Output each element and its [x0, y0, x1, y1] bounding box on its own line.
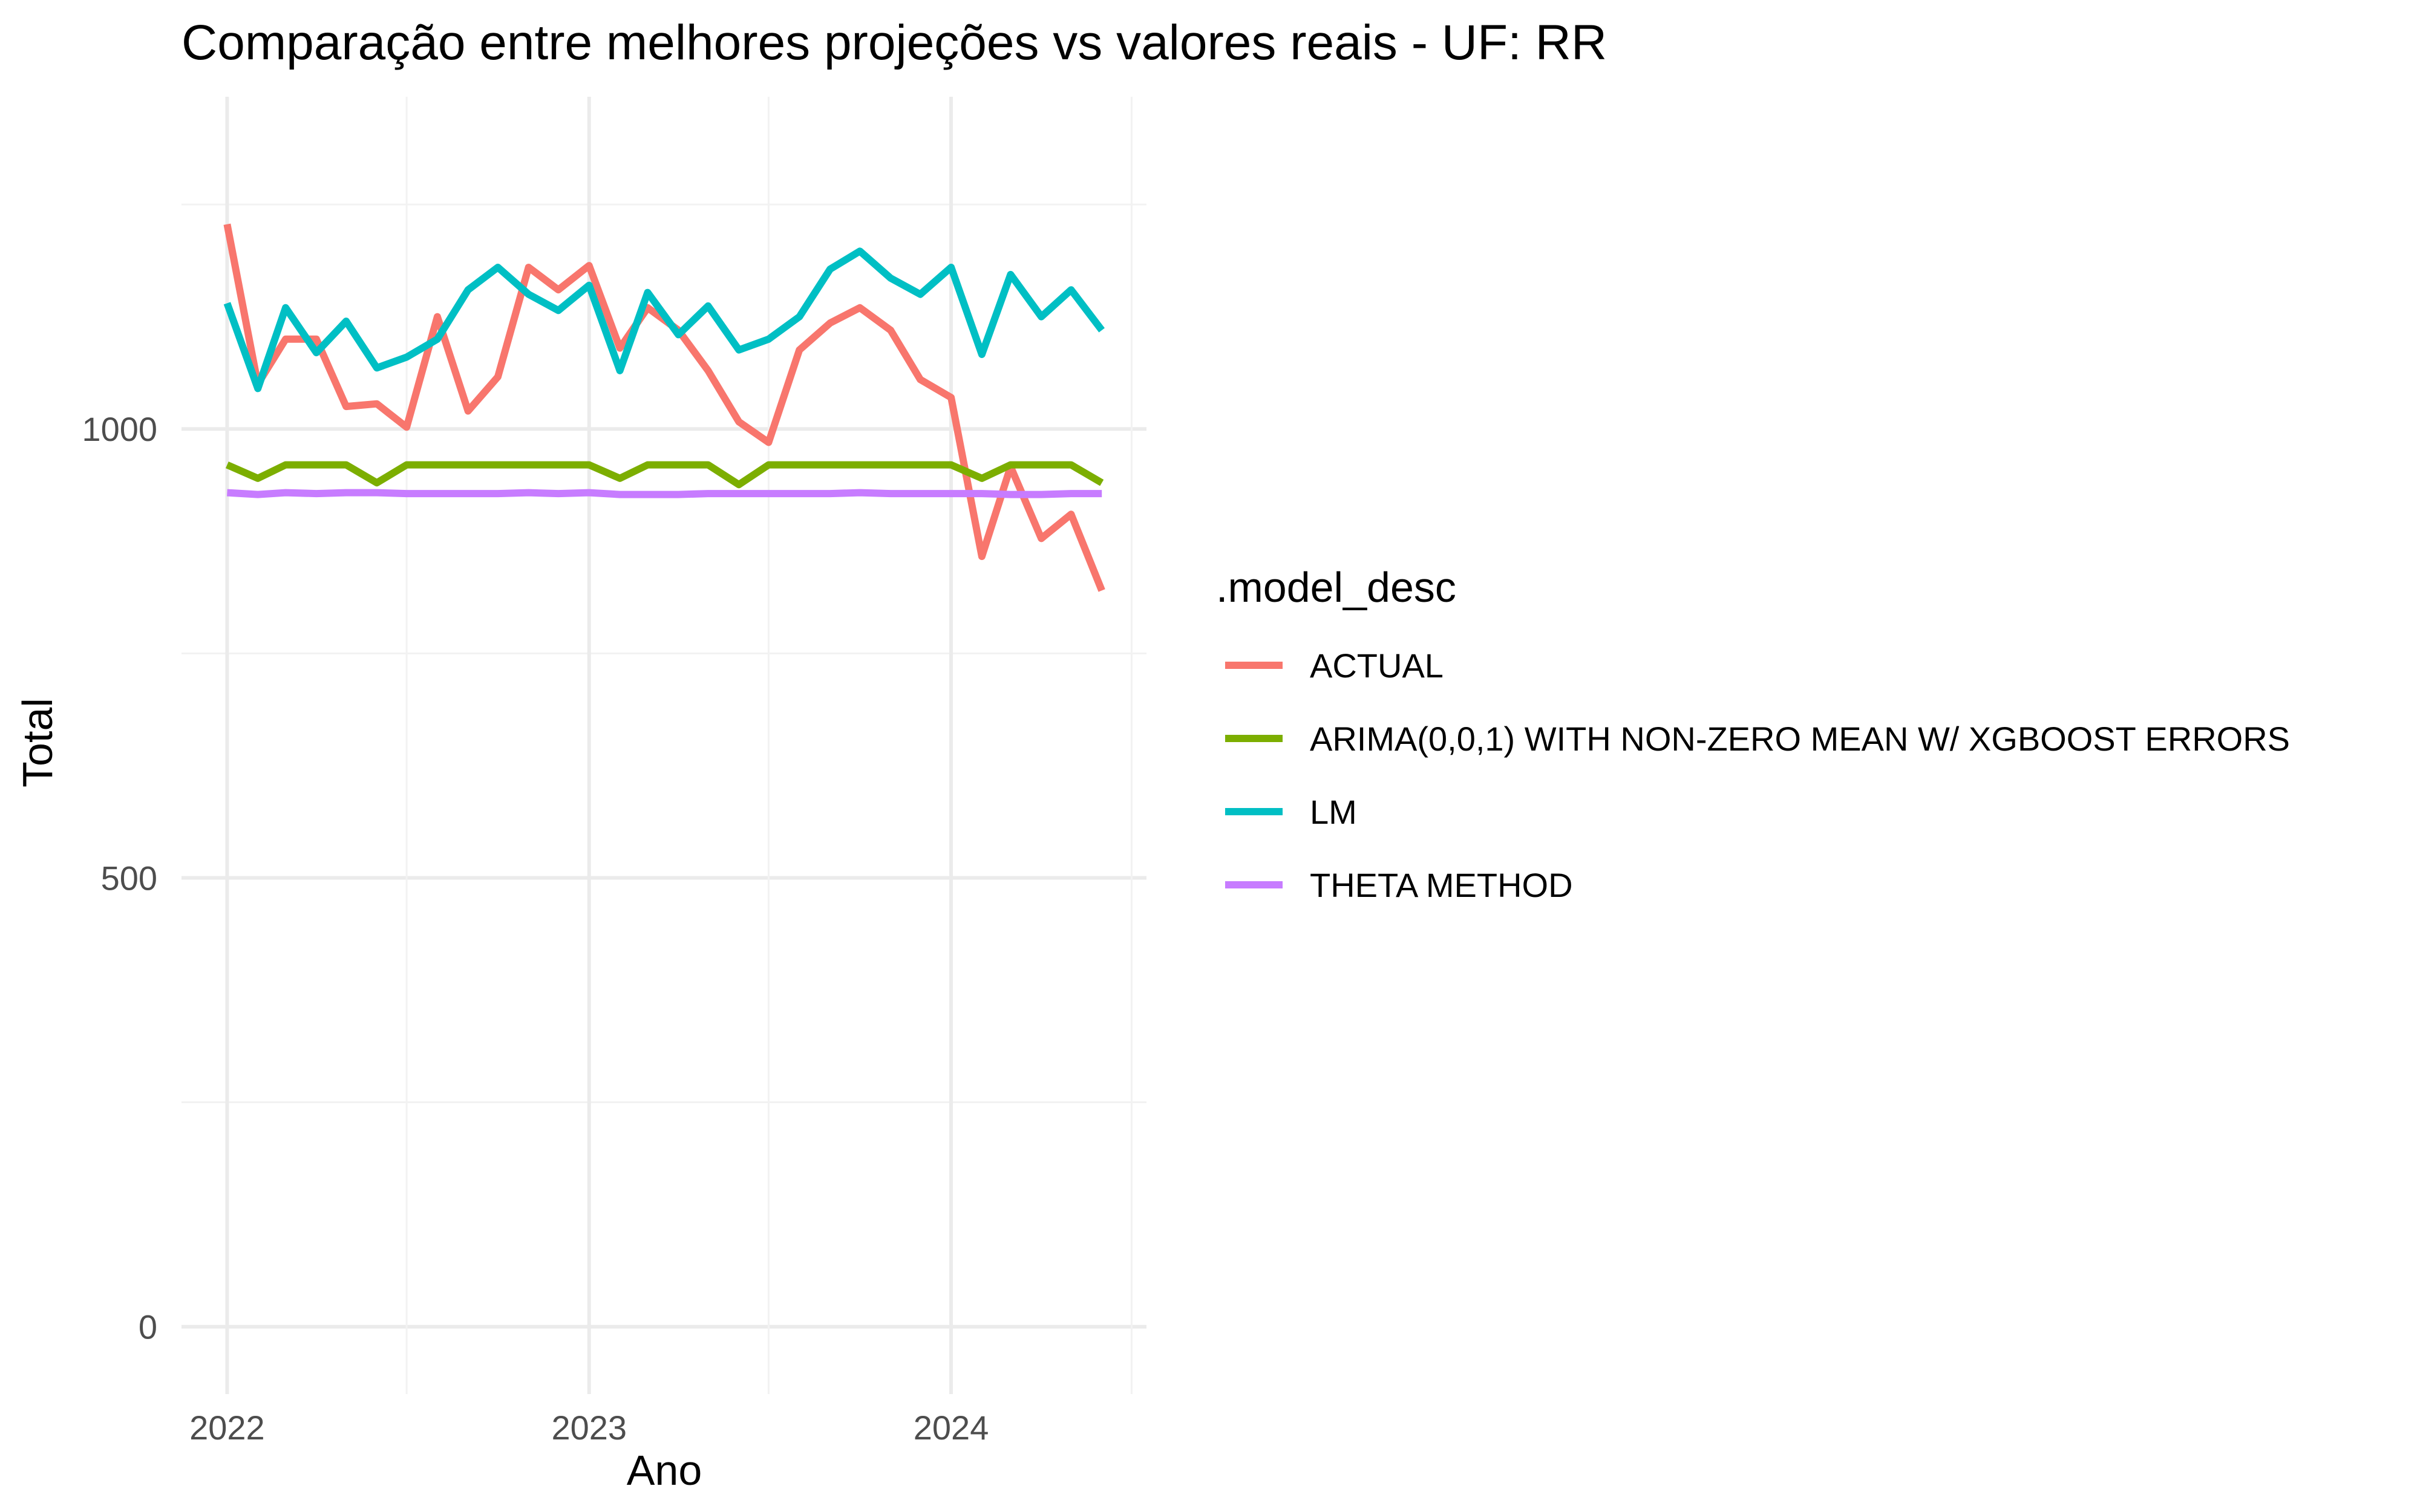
y-tick-label: 1000 [82, 410, 157, 448]
x-tick-label: 2023 [551, 1409, 627, 1447]
x-axis-title: Ano [627, 1447, 702, 1494]
x-tick-label: 2022 [189, 1409, 265, 1447]
legend-title: .model_desc [1216, 564, 1456, 611]
legend-label-arima-0-0-1-with-non-zero-mean-w-xgboost-errors: ARIMA(0,0,1) WITH NON-ZERO MEAN W/ XGBOO… [1310, 720, 2290, 758]
chart-title: Comparação entre melhores projeções vs v… [182, 15, 1607, 70]
series-line-actual [223, 223, 1105, 592]
x-tick-label: 2024 [914, 1409, 989, 1447]
series-line-theta-method [227, 489, 1102, 498]
series-line-arima-0-0-1-with-non-zero-mean-w-xgboost-errors [225, 461, 1104, 489]
y-axis-title: Total [14, 698, 61, 787]
legend-label-lm: LM [1310, 793, 1357, 831]
series-lines [223, 223, 1105, 592]
y-tick-label: 0 [139, 1308, 157, 1346]
series-line-lm [223, 247, 1105, 393]
tick-labels: 0 500 1000 2022 2023 2024 [82, 410, 989, 1447]
legend: .model_desc ACTUAL ARIMA(0,0,1) WITH NON-… [1216, 564, 2290, 904]
y-tick-label: 500 [101, 859, 157, 897]
legend-label-actual: ACTUAL [1310, 647, 1444, 685]
grid [182, 97, 1146, 1394]
legend-label-theta-method: THETA METHOD [1310, 866, 1573, 904]
